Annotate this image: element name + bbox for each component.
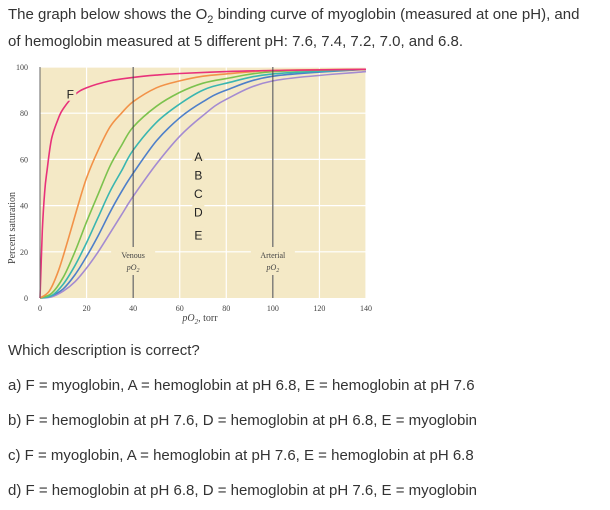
intro-line-1-post: binding curve of myoglobin (measured at … <box>213 6 580 23</box>
y-tick-label: 80 <box>20 109 28 118</box>
y-tick-label: 20 <box>20 248 28 257</box>
intro-text: The graph below shows the O2 binding cur… <box>8 4 608 53</box>
curve-label-e: E <box>194 229 202 243</box>
series-line-c <box>39 68 367 299</box>
venous-po2-label: pO2 <box>126 263 140 274</box>
curve-label-c: C <box>194 187 203 201</box>
y-tick-label: 0 <box>24 294 28 303</box>
curve-label-bg-e <box>192 227 205 242</box>
curve-label-bg-c <box>192 186 205 201</box>
y-tick-label: 100 <box>16 63 28 72</box>
x-axis-title: pO2, torr <box>181 313 218 326</box>
series-line-b <box>39 68 367 299</box>
curve-label-bg-a <box>192 149 205 164</box>
oxygen-binding-chart: 0 20 40 60 80 100 120 140 0 20 40 60 80 100 Venous pO2… <box>0 58 380 328</box>
option-d[interactable]: d) F = hemoglobin at pH 6.8, D = hemoglo… <box>8 482 478 499</box>
intro-line-1: The graph below shows the O2 binding cur… <box>8 4 608 31</box>
question-text: Which description is correct? <box>8 342 200 359</box>
series-line-f <box>39 68 367 299</box>
axis-ticks: 0 20 40 60 80 100 120 140 0 20 40 60 80 100 <box>16 63 372 313</box>
curve-label-d: D <box>194 206 203 220</box>
plot-background <box>40 67 366 298</box>
x-tick-label: 120 <box>313 304 325 313</box>
curve-label-bg-b <box>192 167 205 182</box>
x-tick-label: 100 <box>267 304 279 313</box>
series-line-e <box>39 70 367 299</box>
x-tick-label: 140 <box>360 304 372 313</box>
venous-label: Venous <box>121 251 145 260</box>
series-line-d <box>39 68 367 299</box>
series-line-a <box>39 68 367 299</box>
arterial-po2-label: pO2 <box>265 263 279 274</box>
curve-label-b: B <box>194 169 202 183</box>
curve-label-f: F <box>67 88 74 102</box>
arterial-label-bg <box>250 247 295 275</box>
curve-label-a: A <box>194 150 202 164</box>
x-tick-label: 60 <box>176 304 184 313</box>
x-tick-label: 80 <box>222 304 230 313</box>
o2-subscript: 2 <box>207 14 214 26</box>
series-lines <box>39 68 367 299</box>
option-c[interactable]: c) F = myoglobin, A = hemoglobin at pH 7… <box>8 447 474 464</box>
option-a[interactable]: a) F = myoglobin, A = hemoglobin at pH 6… <box>8 377 475 394</box>
arterial-label: Arterial <box>260 251 286 260</box>
curve-label-bg-f <box>64 86 77 101</box>
y-tick-label: 60 <box>20 155 28 164</box>
chart-svg: 0 20 40 60 80 100 120 140 0 20 40 60 80 100 Venous pO2… <box>7 63 372 326</box>
intro-line-1-pre: The graph below shows the O <box>8 6 208 23</box>
x-tick-label: 20 <box>83 304 91 313</box>
po2-markers: Venous pO2 Arterial pO2 <box>111 67 295 298</box>
option-b[interactable]: b) F = hemoglobin at pH 7.6, D = hemoglo… <box>8 412 478 429</box>
curve-label-bg-d <box>192 204 205 219</box>
x-tick-label: 40 <box>129 304 137 313</box>
venous-label-bg <box>111 247 156 275</box>
x-tick-label: 0 <box>38 304 42 313</box>
intro-line-2: of hemoglobin measured at 5 different pH… <box>8 33 464 50</box>
y-axis-title: Percent saturation <box>7 192 18 264</box>
y-tick-label: 40 <box>20 202 28 211</box>
